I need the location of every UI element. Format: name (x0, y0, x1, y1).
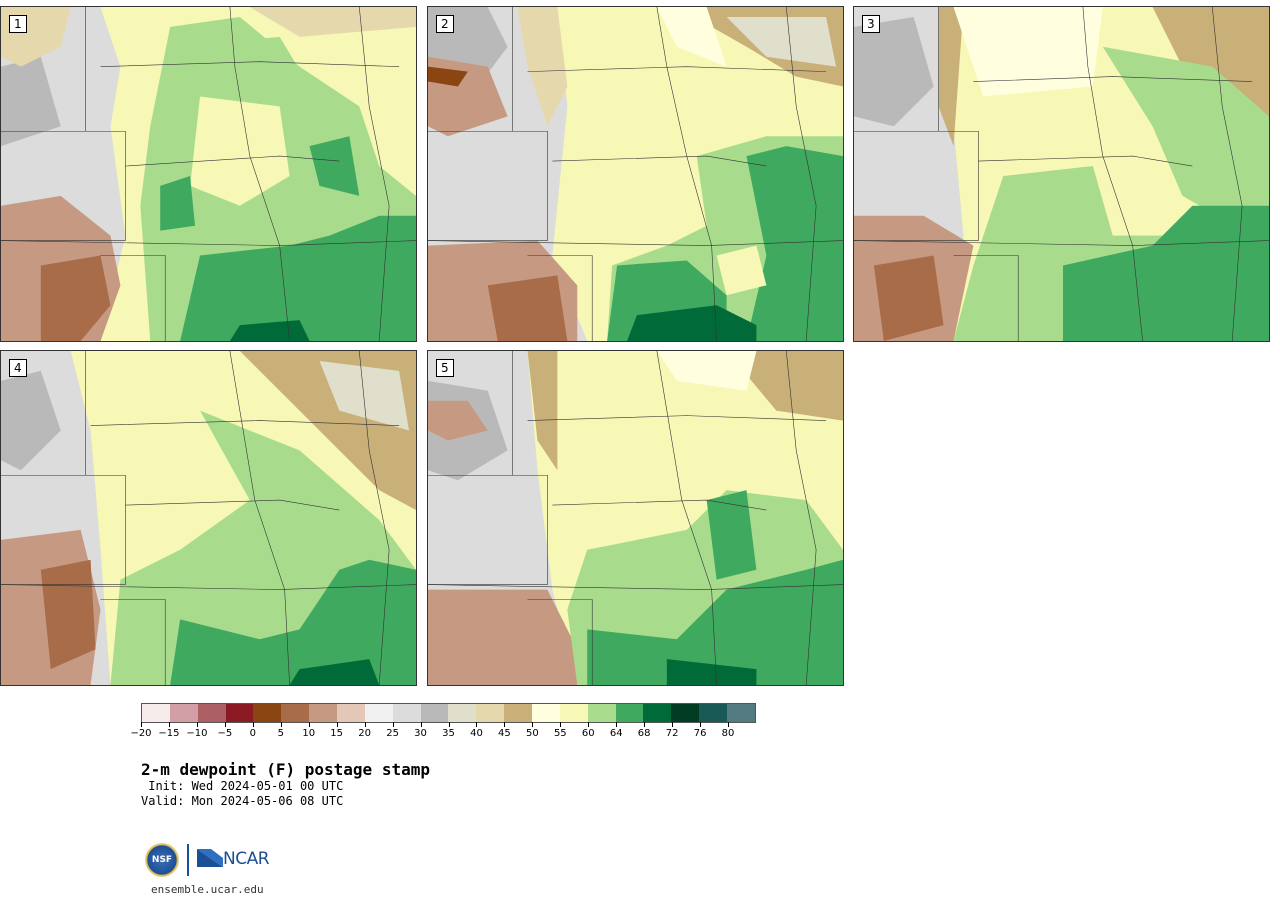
colorbar-tick (168, 722, 170, 727)
colorbar-swatch (643, 704, 672, 722)
chart-title: 2-m dewpoint (F) postage stamp (141, 760, 430, 779)
colorbar-tick-label: 35 (442, 728, 455, 739)
colorbar-tick-label: 72 (665, 728, 679, 739)
colorbar-tick (141, 722, 142, 727)
colorbar-ticks: −20 −15 −10 −5 0 5 10 15 20 25 30 35 40 45 50 55 60 64 68 7… (130, 722, 756, 746)
colorbar-tick (364, 722, 366, 727)
colorbar-tick-label: 30 (414, 728, 427, 739)
colorbar-swatch (559, 704, 588, 722)
colorbar-swatch (476, 704, 505, 722)
colorbar-tick-label: 25 (386, 728, 399, 739)
colorbar-tick-label: 60 (581, 728, 595, 739)
colorbar-swatch (337, 704, 365, 722)
colorbar-tick-label: 50 (525, 728, 539, 739)
panel-number: 5 (436, 359, 454, 377)
valid-time: Valid: Mon 2024-05-06 08 UTC (141, 794, 344, 808)
colorbar-tick (616, 722, 618, 727)
dewpoint-map (428, 351, 843, 685)
init-time: Init: Wed 2024-05-01 00 UTC (141, 779, 344, 793)
colorbar-swatch (281, 704, 310, 722)
map-panel-3: 3 (853, 6, 1270, 342)
colorbar-tick-label: 45 (498, 728, 511, 739)
colorbar-swatch (142, 704, 170, 722)
colorbar-swatch (448, 704, 477, 722)
colorbar-tick (476, 722, 478, 727)
colorbar-tick-label: 55 (553, 728, 567, 739)
colorbar-tick (644, 722, 646, 727)
colorbar-tick (728, 722, 730, 727)
dewpoint-map (428, 7, 843, 341)
colorbar-tick-label: 0 (249, 728, 256, 739)
colorbar-tick-label: 80 (721, 728, 735, 739)
colorbar-swatch (225, 704, 254, 722)
colorbar-tick-label: −5 (217, 728, 233, 739)
colorbar-tick (672, 722, 674, 727)
colorbar-tick (448, 722, 450, 727)
colorbar-tick (420, 722, 422, 727)
colorbar-swatch (587, 704, 616, 722)
colorbar-tick-label: 40 (470, 728, 483, 739)
panel-number: 1 (9, 15, 27, 33)
panel-number: 4 (9, 359, 27, 377)
colorbar-tick (504, 722, 506, 727)
colorbar-swatch (727, 704, 755, 722)
colorbar-tick (280, 722, 282, 727)
map-panel-5: 5 (427, 350, 844, 686)
colorbar-tick-label: −20 (130, 728, 152, 739)
colorbar-swatch (420, 704, 449, 722)
colorbar-tick-label: 68 (637, 728, 651, 739)
colorbar-tick (308, 722, 310, 727)
logo-group: NSF NCAR (145, 842, 285, 882)
colorbar-tick (252, 722, 254, 727)
map-panel-1: 1 (0, 6, 417, 342)
colorbar-swatch (309, 704, 338, 722)
panel-number: 3 (862, 15, 880, 33)
colorbar-swatch (615, 704, 644, 722)
colorbar-tick (392, 722, 394, 727)
dewpoint-colorbar (141, 703, 756, 723)
nsf-logo-icon: NSF (145, 843, 179, 877)
colorbar-tick (532, 722, 534, 727)
map-panel-4: 4 (0, 350, 417, 686)
dewpoint-map (854, 7, 1269, 341)
colorbar-swatch (364, 704, 393, 722)
colorbar-swatch (197, 704, 226, 722)
colorbar-tick (336, 722, 338, 727)
colorbar-tick-label: −10 (186, 728, 208, 739)
dewpoint-map (1, 351, 416, 685)
colorbar-tick (196, 722, 198, 727)
ncar-mark-icon (197, 849, 223, 867)
colorbar-tick (224, 722, 226, 727)
colorbar-swatch (169, 704, 198, 722)
logo-divider (187, 844, 189, 876)
colorbar-tick-label: 15 (330, 728, 344, 739)
colorbar-tick-label: 10 (302, 728, 316, 739)
site-url: ensemble.ucar.edu (151, 883, 264, 896)
colorbar-tick-label: −15 (158, 728, 180, 739)
colorbar-swatch (504, 704, 533, 722)
colorbar-swatch (532, 704, 560, 722)
dewpoint-map (1, 7, 416, 341)
ncar-logo-text: NCAR (223, 849, 270, 869)
colorbar-tick (700, 722, 702, 727)
map-panel-2: 2 (427, 6, 844, 342)
colorbar-tick-label: 76 (693, 728, 707, 739)
panel-number: 2 (436, 15, 454, 33)
colorbar-swatch (392, 704, 421, 722)
colorbar-swatch (671, 704, 700, 722)
colorbar-tick-label: 64 (609, 728, 623, 739)
colorbar-tick (588, 722, 590, 727)
colorbar-swatch (253, 704, 282, 722)
nsf-logo-text: NSF (151, 855, 173, 865)
colorbar-tick-label: 5 (277, 728, 284, 739)
colorbar-tick (560, 722, 562, 727)
colorbar-swatch (699, 704, 728, 722)
colorbar-tick-label: 20 (358, 728, 371, 739)
